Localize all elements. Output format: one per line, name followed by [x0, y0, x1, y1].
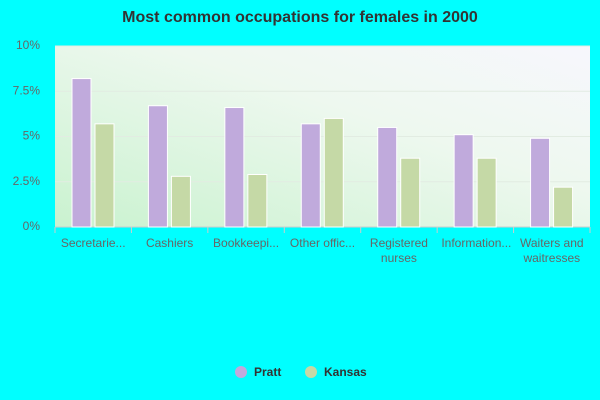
bar	[553, 186, 574, 228]
bar	[71, 78, 92, 228]
bar	[323, 117, 344, 228]
bar	[224, 107, 245, 228]
bar	[300, 123, 321, 228]
bar	[247, 174, 268, 228]
bar	[170, 175, 191, 228]
y-tick-label: 2.5%	[13, 174, 41, 188]
y-tick-label: 5%	[23, 129, 41, 143]
x-tick-label: Registered nurses	[369, 236, 428, 265]
bar	[530, 137, 551, 228]
bar	[147, 105, 168, 228]
bar	[94, 123, 115, 228]
x-tick-label: Other offic...	[289, 236, 356, 250]
y-tick-label: 0%	[23, 219, 41, 233]
x-tick-label: Secretarie...	[60, 236, 126, 250]
bar	[476, 157, 497, 228]
legend-label: Kansas	[324, 365, 367, 379]
y-tick-label: 10%	[16, 38, 40, 52]
legend-label: Pratt	[254, 365, 281, 379]
bar	[400, 157, 421, 228]
y-tick-label: 7.5%	[13, 83, 41, 97]
bar	[453, 134, 474, 228]
x-tick-label: Waiters and waitresses	[519, 236, 584, 265]
x-tick-label: Bookkeepi...	[213, 236, 280, 250]
bar	[377, 126, 398, 228]
legend-swatch	[305, 366, 317, 378]
chart-title: Most common occupations for females in 2…	[122, 9, 478, 26]
x-tick-label: Information...	[441, 236, 512, 250]
legend-swatch	[235, 366, 247, 378]
x-tick-label: Cashiers	[145, 236, 194, 250]
